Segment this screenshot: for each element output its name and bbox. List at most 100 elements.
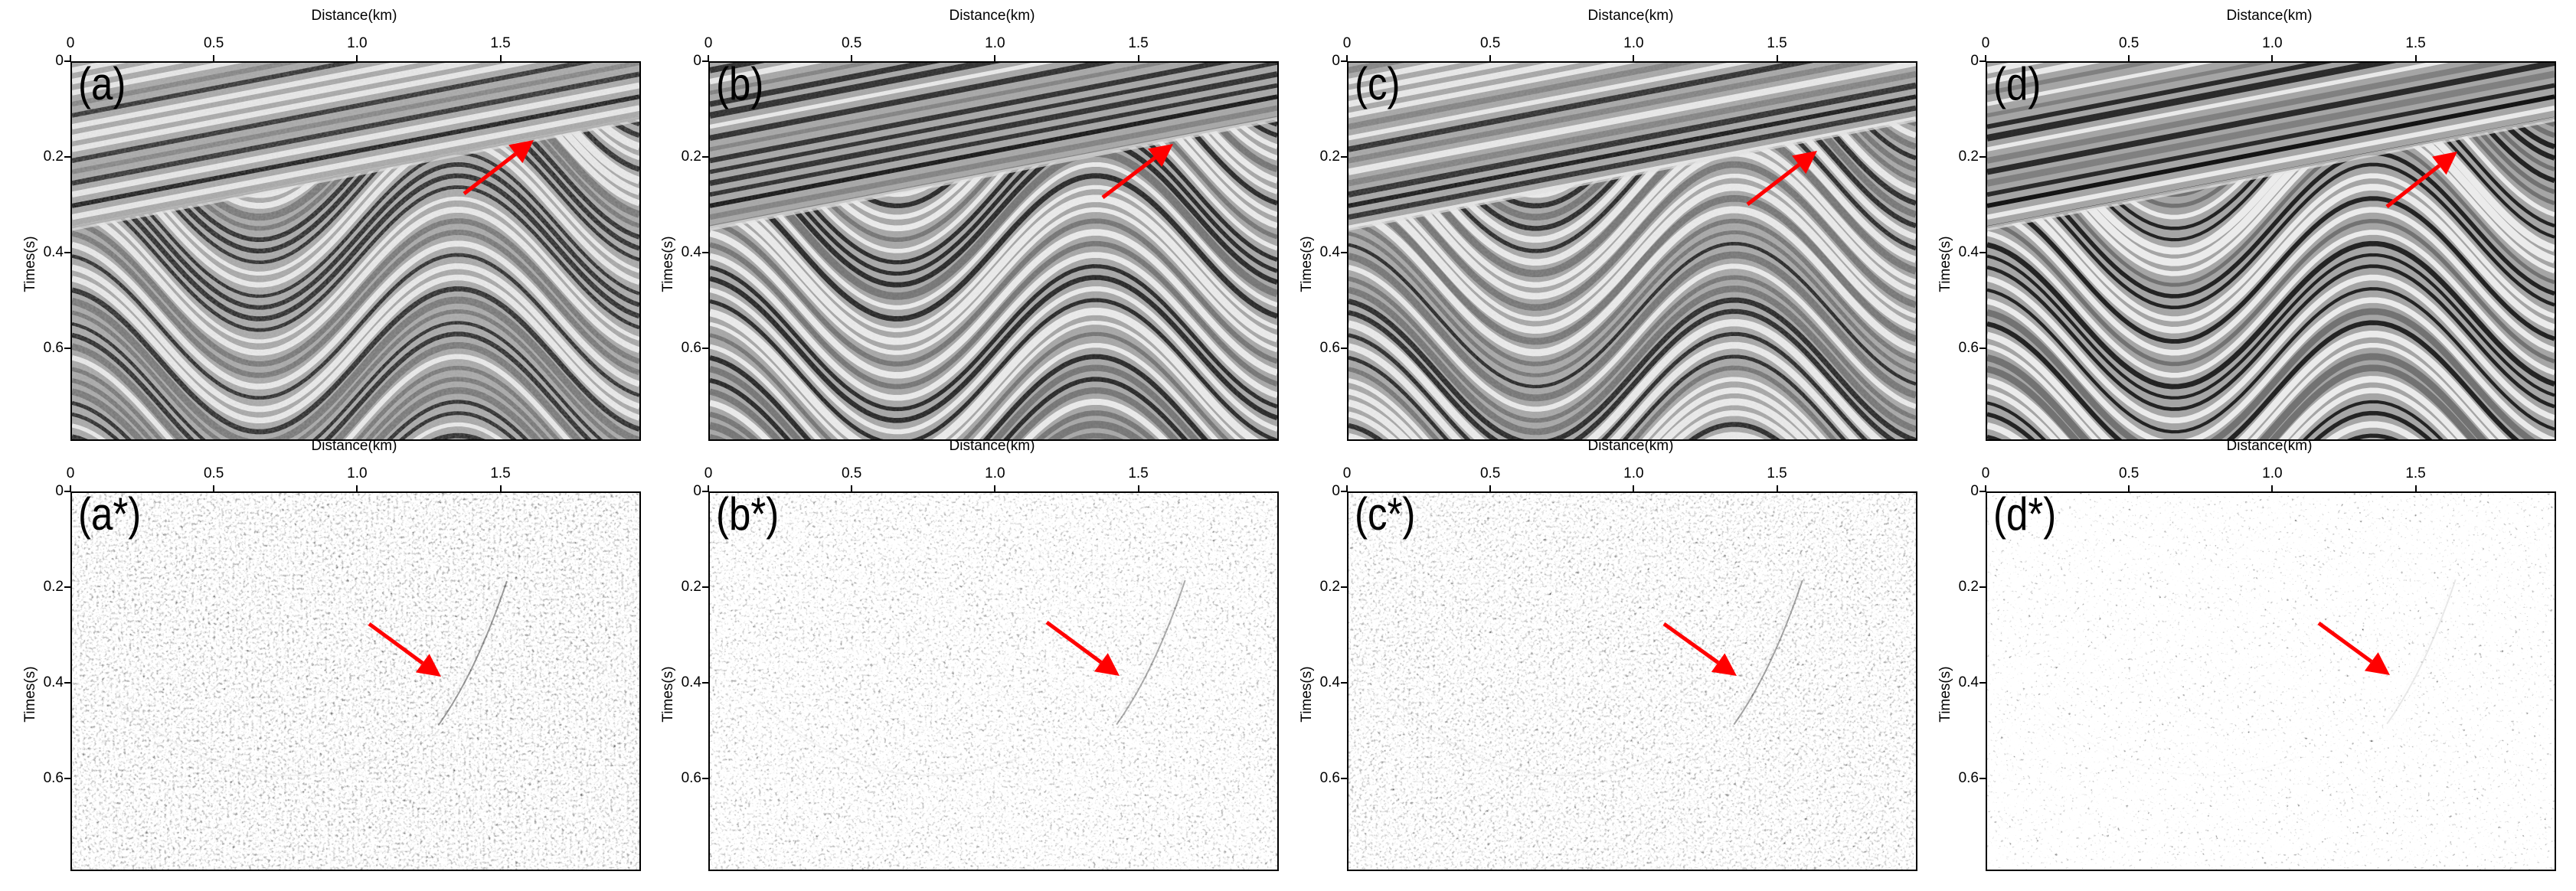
x-tick-label: 1.5 [490,35,511,51]
x-tick [356,485,358,491]
x-tick-label: 0.5 [841,35,862,51]
y-tick [702,251,708,253]
y-tick [64,60,70,62]
y-tick [702,347,708,349]
y-tick-label: 0.4 [43,243,64,260]
y-tick-label: 0.2 [43,148,64,165]
y-tick-label: 0 [1332,483,1340,499]
y-tick [1979,586,1986,588]
residual-section-image [1348,493,1916,870]
x-tick [994,55,996,61]
x-tick [1985,485,1986,491]
x-tick-label: 1.5 [1128,35,1149,51]
y-tick-label: 0.6 [1958,339,1979,356]
y-tick-label: 0.2 [1319,148,1340,165]
y-tick-label: 0 [55,53,64,69]
x-tick-label: 1.0 [2262,465,2283,481]
x-tick-label: 1.5 [1128,465,1149,481]
x-tick-label: 0 [704,465,713,481]
x-tick [356,55,358,61]
seismic-section-image [1348,63,1916,439]
y-tick [64,777,70,779]
x-tick [213,55,215,61]
y-tick-label: 0.2 [1319,578,1340,595]
y-axis-label: Times(s) [22,666,38,723]
plot-area-a: (a) [70,61,641,441]
x-tick-label: 1.5 [2405,35,2426,51]
plot-area-b: (b) [708,61,1279,441]
y-tick [1341,491,1347,492]
y-axis-label: Times(s) [1299,666,1315,723]
y-axis-label: Times(s) [1299,236,1315,292]
x-tick-label: 1.0 [985,465,1005,481]
y-tick [702,491,708,492]
y-tick [1341,777,1347,779]
y-tick-label: 0.4 [1958,674,1979,690]
residual-section-image [710,493,1277,870]
y-tick-label: 0.6 [1319,769,1340,786]
plot-area-a-star: (a*) [70,491,641,871]
y-tick [1979,681,1986,684]
x-tick-label: 0 [1981,465,1990,481]
y-tick [1979,60,1986,62]
y-tick [702,586,708,588]
y-tick [64,681,70,684]
plot-area-d: (d) [1986,61,2556,441]
y-tick-label: 0.6 [681,769,701,786]
y-tick [1979,777,1986,779]
x-tick-label: 0 [66,35,75,51]
x-tick-label: 1.0 [347,35,368,51]
x-tick [1137,485,1139,491]
y-tick [64,491,70,492]
y-tick-label: 0.2 [1958,578,1979,595]
y-tick-label: 0.2 [681,578,701,595]
x-tick [851,55,853,61]
x-tick-label: 1.0 [1623,35,1644,51]
y-tick [702,155,708,158]
y-tick [1341,681,1347,684]
y-tick-label: 0 [1970,53,1979,69]
x-axis-label: Distance(km) [949,438,1035,454]
plot-area-b-star: (b*) [708,491,1279,871]
y-tick-label: 0.6 [1319,339,1340,356]
x-axis-label: Distance(km) [2226,438,2313,454]
x-tick-label: 0.5 [841,465,862,481]
x-tick [499,55,502,61]
x-tick-label: 1.0 [1623,465,1644,481]
y-tick-label: 0.2 [681,148,701,165]
x-tick [1633,55,1635,61]
x-tick-label: 0.5 [2118,35,2140,51]
x-tick [851,485,853,491]
panel-label: (c) [1355,61,1401,109]
y-tick [702,60,708,62]
panel-label: (d*) [1993,491,2057,540]
x-tick [2271,55,2274,61]
x-tick-label: 0 [66,465,75,481]
y-tick-label: 0 [693,53,701,69]
x-tick [1346,55,1348,61]
y-tick-label: 0.6 [1958,769,1979,786]
y-tick-label: 0 [693,483,701,499]
x-axis-label: Distance(km) [949,8,1035,24]
y-tick [1341,155,1347,158]
y-tick [1979,491,1986,492]
y-tick-label: 0.4 [43,674,64,690]
panel-label: (d) [1993,61,2042,109]
x-tick [1776,485,1778,491]
panel-label: (a*) [78,491,142,540]
y-tick-label: 0.6 [43,769,64,786]
panel-label: (b*) [716,491,780,540]
x-tick-label: 0 [1342,35,1352,51]
x-tick [994,485,996,491]
x-tick-label: 0.5 [1479,35,1501,51]
seismic-section-image [72,63,639,439]
y-tick-label: 0.6 [43,339,64,356]
y-axis-label: Times(s) [1937,236,1953,292]
y-tick [1341,347,1347,349]
y-tick [1979,251,1986,253]
x-tick-label: 1.5 [490,465,511,481]
x-axis-label: Distance(km) [311,8,397,24]
x-axis-label: Distance(km) [1587,438,1674,454]
y-tick-label: 0 [55,483,64,499]
x-tick [2128,55,2130,61]
